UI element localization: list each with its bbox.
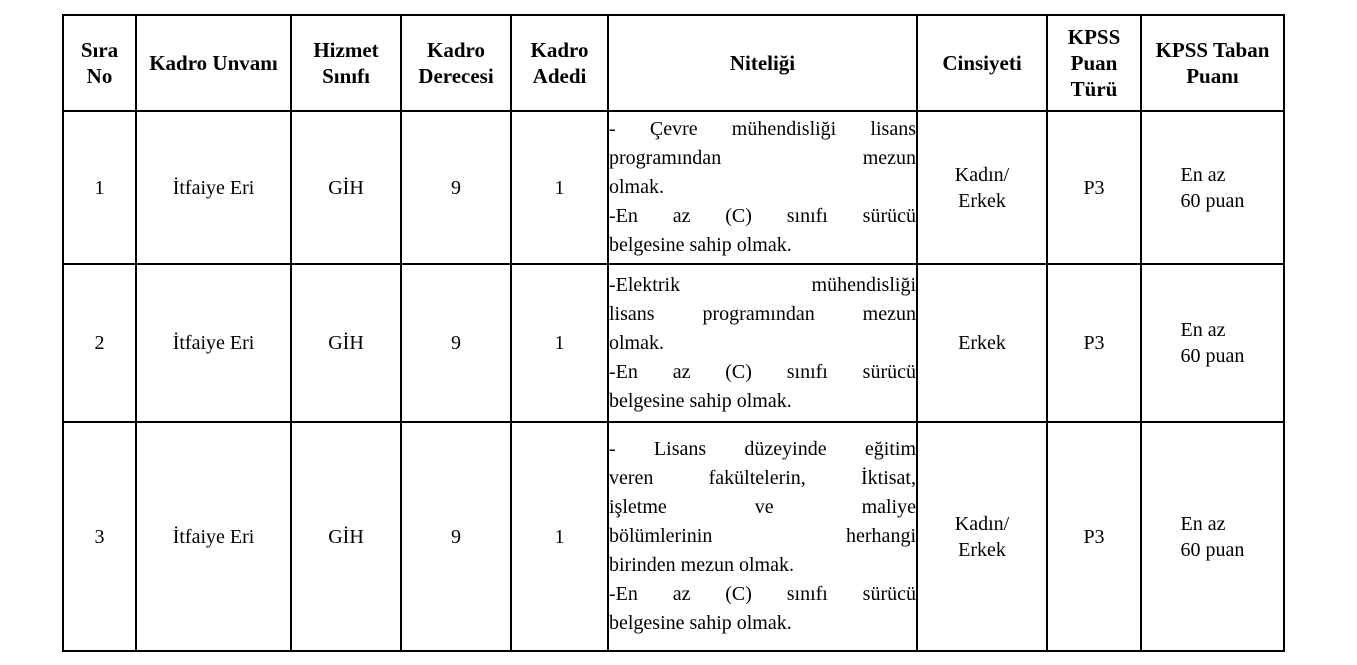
header-cell-kadro-derecesi: Kadro Derecesi	[400, 14, 512, 112]
cell-kadro-unvani: İtfaiye Eri	[135, 110, 292, 265]
cell-kadro-derecesi: 9	[400, 110, 512, 265]
nitelik-line: işletme ve maliye	[609, 496, 916, 518]
document-page: Sıra No Kadro Unvanı Hizmet Sınıfı Kadro…	[62, 14, 1285, 652]
cell-kadro-adedi: 1	[510, 110, 609, 265]
nitelik-line: programından mezun	[609, 147, 916, 169]
nitelik-line: belgesine sahip olmak.	[609, 234, 792, 256]
cell-hizmet-sinifi: GİH	[290, 110, 402, 265]
cell-kadro-derecesi: 9	[400, 263, 512, 423]
nitelik-line: -Elektrik mühendisliği	[609, 273, 916, 296]
cell-cinsiyeti: Kadın/ Erkek	[916, 110, 1048, 265]
nitelik-line: belgesine sahip olmak.	[609, 389, 792, 412]
nitelik-line: olmak.	[609, 176, 664, 198]
header-cell-hizmet-sinifi: Hizmet Sınıfı	[290, 14, 402, 112]
header-cell-kpss-puan-turu: KPSS Puan Türü	[1046, 14, 1142, 112]
nitelik-line: birinden mezun olmak.	[609, 554, 794, 576]
header-cell-kadro-adedi: Kadro Adedi	[510, 14, 609, 112]
cell-niteligi: - Lisans düzeyinde eğitim veren fakültel…	[607, 421, 918, 652]
table-row: 3 İtfaiye Eri GİH 9 1 - Lisans düzeyinde…	[62, 421, 1285, 652]
cell-sira-no: 2	[62, 263, 137, 423]
cell-kpss-taban-puani: En az 60 puan	[1140, 110, 1285, 265]
cell-cinsiyeti: Kadın/ Erkek	[916, 421, 1048, 652]
header-cell-kpss-taban-puani: KPSS Taban Puanı	[1140, 14, 1285, 112]
nitelik-line: -En az (C) sınıfı sürücü	[609, 360, 916, 383]
nitelik-line: -En az (C) sınıfı sürücü	[609, 583, 916, 605]
nitelik-line: olmak.	[609, 331, 664, 354]
cell-sira-no: 1	[62, 110, 137, 265]
header-cell-sira-no: Sıra No	[62, 14, 137, 112]
taban-puani-text: En az 60 puan	[1180, 512, 1245, 561]
cell-kpss-puan-turu: P3	[1046, 263, 1142, 423]
table-row: 2 İtfaiye Eri GİH 9 1 -Elektrik mühendis…	[62, 263, 1285, 423]
cell-niteligi: -Elektrik mühendisliği lisans programınd…	[607, 263, 918, 423]
nitelik-line: lisans programından mezun	[609, 302, 916, 325]
kpss-kadro-table: Sıra No Kadro Unvanı Hizmet Sınıfı Kadro…	[62, 14, 1285, 652]
nitelik-line: - Lisans düzeyinde eğitim	[609, 438, 916, 460]
taban-puani-text: En az 60 puan	[1180, 163, 1245, 212]
cell-hizmet-sinifi: GİH	[290, 421, 402, 652]
table-header-row: Sıra No Kadro Unvanı Hizmet Sınıfı Kadro…	[62, 14, 1285, 112]
cell-niteligi: - Çevre mühendisliği lisans programından…	[607, 110, 918, 265]
header-cell-kadro-unvani: Kadro Unvanı	[135, 14, 292, 112]
table-row: 1 İtfaiye Eri GİH 9 1 - Çevre mühendisli…	[62, 110, 1285, 265]
cell-kpss-puan-turu: P3	[1046, 421, 1142, 652]
cell-kadro-derecesi: 9	[400, 421, 512, 652]
nitelik-line: bölümlerinin herhangi	[609, 525, 916, 547]
nitelik-line: belgesine sahip olmak.	[609, 612, 792, 634]
cell-kpss-taban-puani: En az 60 puan	[1140, 263, 1285, 423]
taban-puani-text: En az 60 puan	[1180, 319, 1245, 367]
header-cell-niteligi: Niteliği	[607, 14, 918, 112]
cell-kadro-adedi: 1	[510, 421, 609, 652]
cell-hizmet-sinifi: GİH	[290, 263, 402, 423]
cell-kpss-puan-turu: P3	[1046, 110, 1142, 265]
cell-kadro-adedi: 1	[510, 263, 609, 423]
cell-kadro-unvani: İtfaiye Eri	[135, 263, 292, 423]
header-cell-cinsiyeti: Cinsiyeti	[916, 14, 1048, 112]
cell-sira-no: 3	[62, 421, 137, 652]
nitelik-line: -En az (C) sınıfı sürücü	[609, 205, 916, 227]
cell-kadro-unvani: İtfaiye Eri	[135, 421, 292, 652]
cell-kpss-taban-puani: En az 60 puan	[1140, 421, 1285, 652]
cell-cinsiyeti: Erkek	[916, 263, 1048, 423]
nitelik-line: - Çevre mühendisliği lisans	[609, 118, 916, 140]
nitelik-line: veren fakültelerin, İktisat,	[609, 467, 916, 489]
